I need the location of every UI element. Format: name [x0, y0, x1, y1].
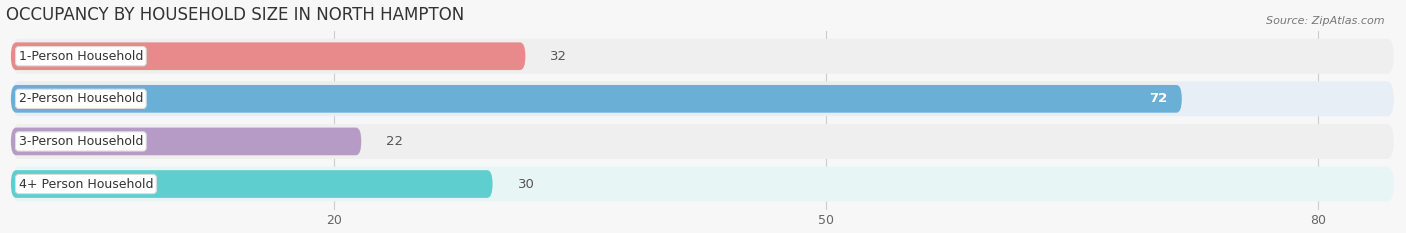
FancyBboxPatch shape: [11, 170, 492, 198]
FancyBboxPatch shape: [11, 42, 526, 70]
FancyBboxPatch shape: [11, 128, 361, 155]
Text: Source: ZipAtlas.com: Source: ZipAtlas.com: [1267, 16, 1385, 26]
FancyBboxPatch shape: [13, 81, 1393, 116]
Text: 22: 22: [387, 135, 404, 148]
Text: OCCUPANCY BY HOUSEHOLD SIZE IN NORTH HAMPTON: OCCUPANCY BY HOUSEHOLD SIZE IN NORTH HAM…: [6, 6, 464, 24]
Text: 4+ Person Household: 4+ Person Household: [18, 178, 153, 191]
FancyBboxPatch shape: [13, 124, 1393, 159]
Text: 3-Person Household: 3-Person Household: [18, 135, 143, 148]
Text: 2-Person Household: 2-Person Household: [18, 92, 143, 105]
FancyBboxPatch shape: [13, 167, 1393, 202]
FancyBboxPatch shape: [11, 85, 1182, 113]
Text: 1-Person Household: 1-Person Household: [18, 50, 143, 63]
Text: 30: 30: [517, 178, 534, 191]
FancyBboxPatch shape: [13, 39, 1393, 74]
Text: 72: 72: [1149, 92, 1167, 105]
Text: 32: 32: [550, 50, 568, 63]
